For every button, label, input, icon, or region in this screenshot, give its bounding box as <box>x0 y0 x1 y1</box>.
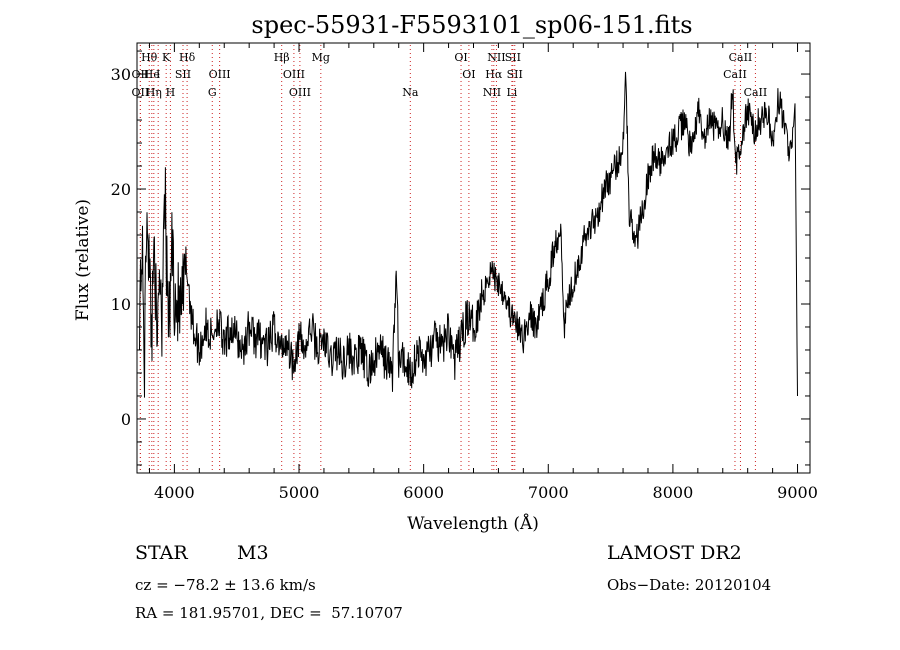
y-tick-label: 20 <box>111 180 131 199</box>
redshift-velocity: cz = −78.2 ± 13.6 km/s <box>135 576 316 594</box>
spectral-line-label: G <box>208 86 217 99</box>
spectral-line-label: Hη <box>146 86 162 99</box>
coordinates: RA = 181.95701, DEC = 57.10707 <box>135 604 403 622</box>
spectral-line-label: Hδ <box>179 51 196 64</box>
spectral-line-label: Li <box>506 86 517 99</box>
y-tick-label: 30 <box>111 65 131 84</box>
axis-ticks: 4000 5000 6000 7000 8000 9000 0 10 20 30 <box>111 43 818 502</box>
spectral-line-label: CaII <box>744 86 768 99</box>
spectral-line-label: CaII <box>723 68 747 81</box>
y-axis-label: Flux (relative) <box>73 199 93 321</box>
spectral-line-label: K <box>162 51 171 64</box>
spectral-line-label: OI <box>462 68 475 81</box>
survey-name: LAMOST DR2 <box>607 542 742 564</box>
x-tick-label: 8000 <box>653 483 694 502</box>
spectral-line-label: Mg <box>312 51 330 64</box>
spectral-line-label: He <box>144 68 160 81</box>
spectral-line-label: Na <box>402 86 419 99</box>
spectral-line-label: NII <box>487 51 505 64</box>
spectral-line-label: OIII <box>209 68 231 81</box>
spectral-line-label: SII <box>505 51 521 64</box>
chart-title: spec-55931-F5593101_sp06-151.fits <box>251 11 692 39</box>
spectrum-chart: spec-55931-F5593101_sp06-151.fits Hθ K Hδ H… <box>73 11 818 534</box>
spectral-line-label: SII <box>507 68 523 81</box>
subclass: M3 <box>237 542 269 564</box>
x-tick-label: 6000 <box>403 483 444 502</box>
y-tick-label: 10 <box>111 295 131 314</box>
spectral-line-label: NII <box>483 86 501 99</box>
spectral-line-label: OI <box>454 51 467 64</box>
x-tick-label: 7000 <box>528 483 569 502</box>
x-tick-label: 4000 <box>154 483 195 502</box>
spectral-line-label: OIII <box>283 68 305 81</box>
object-type: STAR <box>135 542 188 564</box>
x-axis-label: Wavelength (Å) <box>407 513 539 534</box>
spectral-line-label: OII <box>132 86 150 99</box>
spectral-line-label: H <box>166 86 176 99</box>
x-tick-label: 9000 <box>777 483 818 502</box>
spectral-line-label: OIII <box>289 86 311 99</box>
observation-date: Obs−Date: 20120104 <box>607 576 772 594</box>
y-tick-label: 0 <box>121 410 131 429</box>
spectrum-line <box>139 71 798 398</box>
spectral-line-label: Hα <box>485 68 503 81</box>
x-tick-label: 5000 <box>279 483 320 502</box>
spectral-line-label: CaII <box>729 51 753 64</box>
plot-frame <box>136 42 811 474</box>
spectral-line-label: I <box>156 68 160 81</box>
spectral-line-label: Hθ <box>141 51 158 64</box>
spectral-line-label: Hβ <box>274 51 290 64</box>
spectral-line-label: SII <box>175 68 191 81</box>
